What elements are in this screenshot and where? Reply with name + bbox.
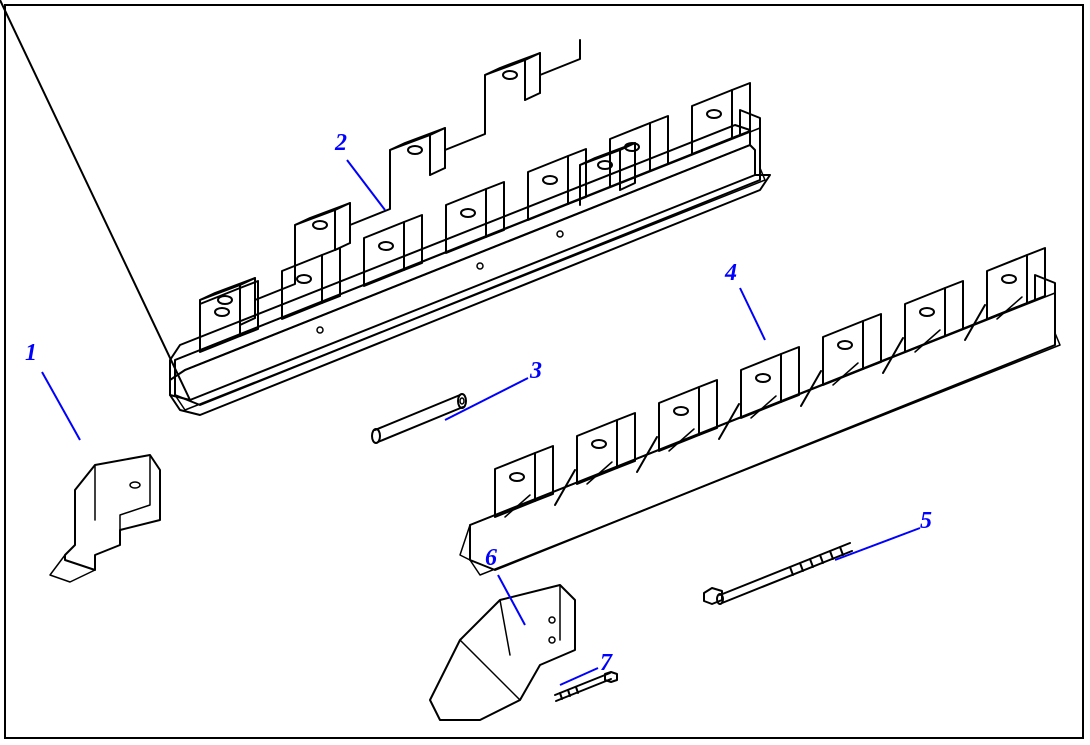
leader-lines <box>0 0 1090 745</box>
callout-4: 4 <box>725 260 737 287</box>
callout-3: 3 <box>530 358 542 385</box>
callout-7: 7 <box>600 650 612 677</box>
callout-1: 1 <box>25 340 37 367</box>
callout-6: 6 <box>485 545 497 572</box>
callout-2: 2 <box>335 130 347 157</box>
callout-5: 5 <box>920 508 932 535</box>
